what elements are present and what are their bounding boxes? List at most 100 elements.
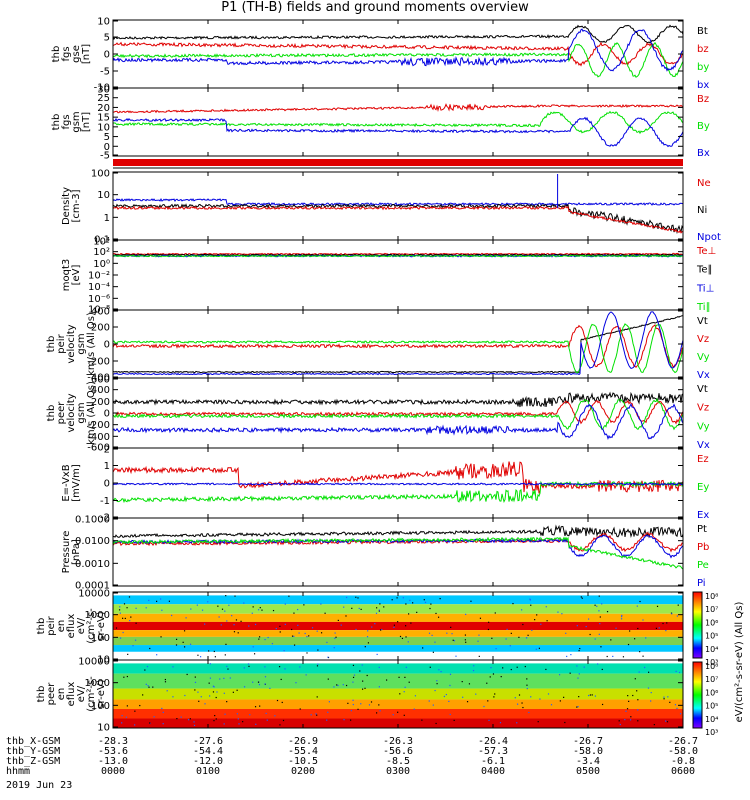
spectrogram-speck xyxy=(488,719,490,721)
spectrogram-speck xyxy=(254,706,257,708)
spectrogram-speck xyxy=(506,628,508,630)
spectrogram-speck xyxy=(219,678,221,680)
xaxis-value: -10.5 xyxy=(288,756,318,767)
spectrogram-speck xyxy=(264,683,266,685)
spectrogram-speck xyxy=(509,645,511,647)
spectrogram-speck xyxy=(306,635,308,638)
ytick-label: 600 xyxy=(91,375,110,386)
spectrogram-speck xyxy=(636,690,638,692)
spectrogram-speck xyxy=(628,700,630,702)
bt-line xyxy=(112,24,684,44)
spectrogram-speck xyxy=(443,695,446,698)
spectrogram-speck xyxy=(259,705,261,707)
spectrogram-speck xyxy=(274,715,276,717)
spectrogram-speck xyxy=(350,719,352,721)
spectrogram-speck xyxy=(317,649,319,651)
spectrogram-speck xyxy=(146,665,149,668)
ytick-label: 100 xyxy=(91,169,110,180)
spectrogram-speck xyxy=(663,698,665,700)
spectrogram-speck xyxy=(215,696,217,699)
spectrogram-speck xyxy=(119,606,121,608)
spectrogram-speck xyxy=(310,714,312,716)
spectrogram-speck xyxy=(132,645,134,647)
spectrogram-speck xyxy=(242,721,244,723)
spectrogram-speck xyxy=(121,715,123,717)
spectrogram-speck xyxy=(334,632,336,634)
colorbar-tick: 10⁶ xyxy=(705,618,718,627)
spectrogram-speck xyxy=(569,672,571,674)
spectrogram-speck xyxy=(175,638,178,640)
spectrogram-speck xyxy=(524,665,526,668)
date-label: 2019 Jun 23 xyxy=(6,780,72,791)
spectrogram-speck xyxy=(335,636,337,638)
spectrogram-speck xyxy=(490,667,492,669)
ylabel-line: [nT] xyxy=(81,44,92,64)
panel-frame-temp xyxy=(112,239,684,311)
spectrogram-speck xyxy=(576,665,578,667)
spectrogram-speck xyxy=(176,718,178,720)
ytick-label: 10⁻⁶ xyxy=(88,294,110,305)
spectrogram-speck xyxy=(670,612,673,614)
ylabel-line: (cm²-s- xyxy=(86,676,97,712)
spectrogram-speck xyxy=(352,703,354,706)
spectrogram-speck xyxy=(600,646,602,648)
spectrogram-speck xyxy=(487,628,490,631)
spectrogram-speck xyxy=(254,623,257,626)
bz-line xyxy=(113,103,684,114)
spectrogram-speck xyxy=(357,708,359,710)
spectrogram-speck xyxy=(385,679,388,681)
legend-ti∥: Ti∥ xyxy=(696,302,711,313)
spectrogram-speck xyxy=(225,643,227,645)
spectrogram-speck xyxy=(328,701,330,703)
xaxis-value: 0200 xyxy=(291,766,315,777)
spectrogram-speck xyxy=(596,605,598,607)
legend-bx: bx xyxy=(697,80,709,91)
spectrogram-speck xyxy=(436,683,438,685)
ytick-label: -2 xyxy=(100,513,110,524)
spectrogram-speck xyxy=(193,724,196,726)
spectrogram-speck xyxy=(357,597,359,599)
pi-line xyxy=(112,534,684,559)
spectrogram-speck xyxy=(362,680,364,682)
spectrogram-speck xyxy=(578,673,580,675)
spectrogram-speck xyxy=(489,676,491,678)
ytick-label: -400 xyxy=(87,373,110,384)
spectrogram-speck xyxy=(189,718,191,720)
legend-bx: Bx xyxy=(697,148,710,159)
spectrogram-speck xyxy=(534,619,536,621)
spectrogram-speck xyxy=(284,623,286,626)
spectrogram-speck xyxy=(666,622,668,624)
spectrogram-speck xyxy=(144,669,146,671)
spectrogram-speck xyxy=(375,712,378,714)
ylabel-line: [mV/m] xyxy=(71,464,82,502)
spectrogram-speck xyxy=(449,673,452,675)
spectrogram-speck xyxy=(564,721,566,724)
ylabel-line: thb xyxy=(51,46,62,63)
spectrogram-speck xyxy=(615,627,617,629)
colorbar-tick: 10⁷ xyxy=(705,675,718,684)
spectrogram-speck xyxy=(451,633,453,635)
spectrogram-speck xyxy=(333,686,335,688)
spectrogram-speck xyxy=(563,696,565,698)
spectrogram-speck xyxy=(378,666,380,669)
spectrogram-speck xyxy=(550,704,553,706)
spectrogram-speck xyxy=(213,686,215,688)
spectrogram-band xyxy=(113,645,683,652)
spectrogram-speck xyxy=(315,713,317,715)
colorbar-bottom xyxy=(692,661,703,729)
spectrogram-band xyxy=(113,708,683,719)
legend-vt: Vt xyxy=(697,384,708,395)
spectrogram-speck xyxy=(658,627,660,629)
colorbar-tick: 10⁷ xyxy=(705,605,718,614)
spectrogram-speck xyxy=(540,623,542,625)
spectrogram-speck xyxy=(135,622,137,624)
spectrogram-speck xyxy=(446,632,448,634)
spectrogram-speck xyxy=(378,609,380,611)
ylabel-line: gsm xyxy=(76,402,87,423)
ylabel-pressure: Pressure [nPa] xyxy=(61,531,82,574)
spectrogram-speck xyxy=(316,665,319,667)
spectrogram-speck xyxy=(213,650,215,653)
spectrogram-speck xyxy=(360,703,362,705)
spectrogram-speck xyxy=(123,603,126,605)
spectrogram-speck xyxy=(414,695,417,697)
